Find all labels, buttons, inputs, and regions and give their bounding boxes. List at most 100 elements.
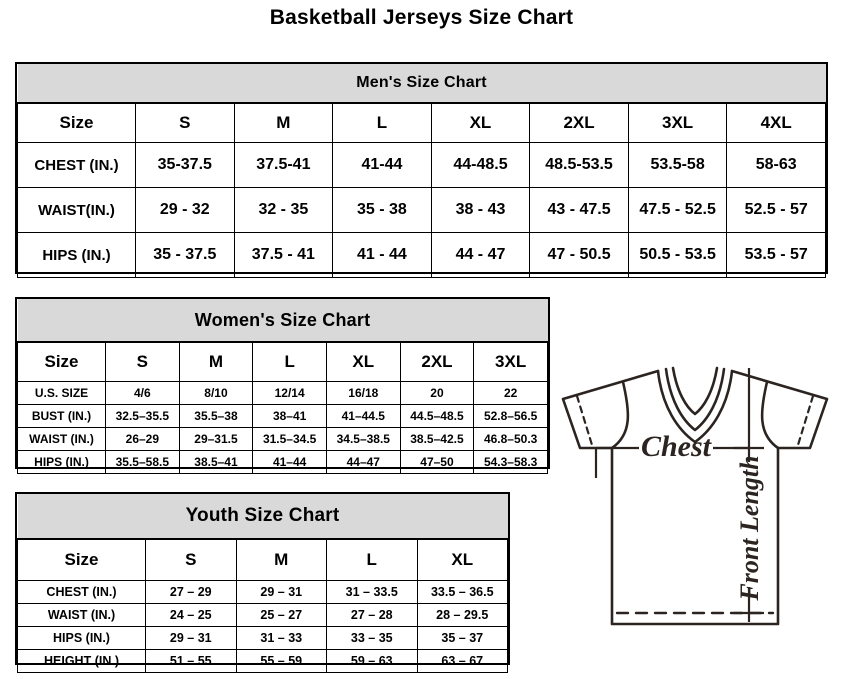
table-row: HIPS (IN.) 29 – 31 31 – 33 33 – 35 35 – … xyxy=(17,626,508,650)
youth-chart-caption: Youth Size Chart xyxy=(17,494,508,540)
column-header-m: M xyxy=(235,538,327,581)
table-cell: 16/18 xyxy=(325,381,401,405)
column-header-xl: XL xyxy=(416,538,508,581)
table-cell: 44 - 47 xyxy=(430,232,531,278)
chest-label: Chest xyxy=(641,430,713,463)
row-label-bust: BUST (IN.) xyxy=(17,404,106,428)
column-header-l: L xyxy=(252,341,327,382)
table-row: BUST (IN.) 32.5–35.5 35.5–38 38–41 41–44… xyxy=(17,404,548,428)
row-label-waist: WAIST(IN.) xyxy=(17,187,136,233)
column-header-m: M xyxy=(178,341,254,382)
table-cell: 20 xyxy=(399,381,475,405)
row-label-hips: HIPS (IN.) xyxy=(17,450,106,474)
table-caption-row: Women's Size Chart xyxy=(17,299,548,343)
table-cell: 47.5 - 52.5 xyxy=(627,187,728,233)
table-cell: 41-44 xyxy=(332,142,432,188)
table-cell: 4/6 xyxy=(105,381,180,405)
column-header-s: S xyxy=(135,102,235,143)
table-row: U.S. SIZE 4/6 8/10 12/14 16/18 20 22 xyxy=(17,381,548,405)
column-header-xl: XL xyxy=(325,341,401,382)
table-row: HIPS (IN.) 35 - 37.5 37.5 - 41 41 - 44 4… xyxy=(17,232,826,278)
table-cell: 35.5–58.5 xyxy=(105,450,180,474)
jersey-measurement-diagram: Chest Front Length xyxy=(520,352,843,652)
table-cell: 24 – 25 xyxy=(145,603,237,627)
table-cell: 41–44.5 xyxy=(325,404,401,428)
column-header-3xl: 3XL xyxy=(473,341,548,382)
table-cell: 33 – 35 xyxy=(326,626,418,650)
column-header-size: Size xyxy=(17,538,146,581)
table-cell: 38–41 xyxy=(252,404,327,428)
table-caption-row: Men's Size Chart xyxy=(17,64,826,104)
table-row: WAIST(IN.) 29 - 32 32 - 35 35 - 38 38 - … xyxy=(17,187,826,233)
table-cell: 31 – 33 xyxy=(235,626,327,650)
table-row: CHEST (IN.) 27 – 29 29 – 31 31 – 33.5 33… xyxy=(17,580,508,604)
table-caption-row: Youth Size Chart xyxy=(17,494,508,540)
column-header-xl: XL xyxy=(430,102,531,143)
table-cell: 38 - 43 xyxy=(430,187,531,233)
table-cell: 35 – 37 xyxy=(416,626,508,650)
table-cell: 44–47 xyxy=(325,450,401,474)
table-cell: 22 xyxy=(473,381,548,405)
column-header-s: S xyxy=(105,341,180,382)
column-header-2xl: 2XL xyxy=(399,341,475,382)
womens-chart-caption: Women's Size Chart xyxy=(17,299,548,343)
row-label-hips: HIPS (IN.) xyxy=(17,232,136,278)
table-cell: 32 - 35 xyxy=(233,187,334,233)
row-label-chest: CHEST (IN.) xyxy=(17,580,146,604)
table-cell: 38.5–42.5 xyxy=(399,427,475,451)
mens-chart-caption: Men's Size Chart xyxy=(17,64,826,104)
tshirt-outline-icon xyxy=(561,366,829,626)
table-cell: 54.3–58.3 xyxy=(473,450,548,474)
table-cell: 33.5 – 36.5 xyxy=(416,580,508,604)
table-cell: 50.5 - 53.5 xyxy=(627,232,728,278)
table-cell: 47 - 50.5 xyxy=(529,232,629,278)
table-cell: 52.5 - 57 xyxy=(726,187,826,233)
table-row: CHEST (IN.) 35-37.5 37.5-41 41-44 44-48.… xyxy=(17,142,826,188)
table-cell: 32.5–35.5 xyxy=(105,404,180,428)
table-cell: 63 – 67 xyxy=(416,649,508,673)
table-cell: 35-37.5 xyxy=(135,142,235,188)
table-cell: 44.5–48.5 xyxy=(399,404,475,428)
column-header-l: L xyxy=(326,538,418,581)
table-cell: 31 – 33.5 xyxy=(326,580,418,604)
table-cell: 41–44 xyxy=(252,450,327,474)
column-header-3xl: 3XL xyxy=(627,102,728,143)
table-cell: 35 - 37.5 xyxy=(135,232,235,278)
table-cell: 12/14 xyxy=(252,381,327,405)
table-cell: 44-48.5 xyxy=(430,142,531,188)
table-cell: 37.5-41 xyxy=(233,142,334,188)
column-header-s: S xyxy=(145,538,237,581)
table-cell: 59 – 63 xyxy=(326,649,418,673)
table-cell: 25 – 27 xyxy=(235,603,327,627)
table-cell: 37.5 - 41 xyxy=(233,232,334,278)
column-header-l: L xyxy=(332,102,432,143)
table-row: WAIST (IN.) 24 – 25 25 – 27 27 – 28 28 –… xyxy=(17,603,508,627)
column-header-4xl: 4XL xyxy=(726,102,826,143)
column-header-m: M xyxy=(233,102,334,143)
row-label-us-size: U.S. SIZE xyxy=(17,381,106,405)
table-cell: 46.8–50.3 xyxy=(473,427,548,451)
table-cell: 27 – 28 xyxy=(326,603,418,627)
table-cell: 55 – 59 xyxy=(235,649,327,673)
table-cell: 41 - 44 xyxy=(332,232,432,278)
front-length-measure-line xyxy=(734,368,764,622)
table-header-row: Size S M L XL xyxy=(17,538,508,581)
table-cell: 35.5–38 xyxy=(178,404,254,428)
table-cell: 26–29 xyxy=(105,427,180,451)
table-header-row: Size S M L XL 2XL 3XL xyxy=(17,341,548,382)
table-cell: 48.5-53.5 xyxy=(529,142,629,188)
table-header-row: Size S M L XL 2XL 3XL 4XL xyxy=(17,102,826,143)
womens-size-chart: Women's Size Chart Size S M L XL 2XL 3XL… xyxy=(15,297,550,474)
table-cell: 38.5–41 xyxy=(178,450,254,474)
column-header-2xl: 2XL xyxy=(529,102,629,143)
row-label-waist: WAIST (IN.) xyxy=(17,603,146,627)
table-cell: 34.5–38.5 xyxy=(325,427,401,451)
table-cell: 58-63 xyxy=(726,142,826,188)
table-cell: 8/10 xyxy=(178,381,254,405)
table-row: HIPS (IN.) 35.5–58.5 38.5–41 41–44 44–47… xyxy=(17,450,548,474)
table-cell: 28 – 29.5 xyxy=(416,603,508,627)
youth-size-chart: Youth Size Chart Size S M L XL CHEST (IN… xyxy=(15,492,510,673)
table-cell: 31.5–34.5 xyxy=(252,427,327,451)
row-label-waist: WAIST (IN.) xyxy=(17,427,106,451)
table-row: HEIGHT (IN.) 51 – 55 55 – 59 59 – 63 63 … xyxy=(17,649,508,673)
